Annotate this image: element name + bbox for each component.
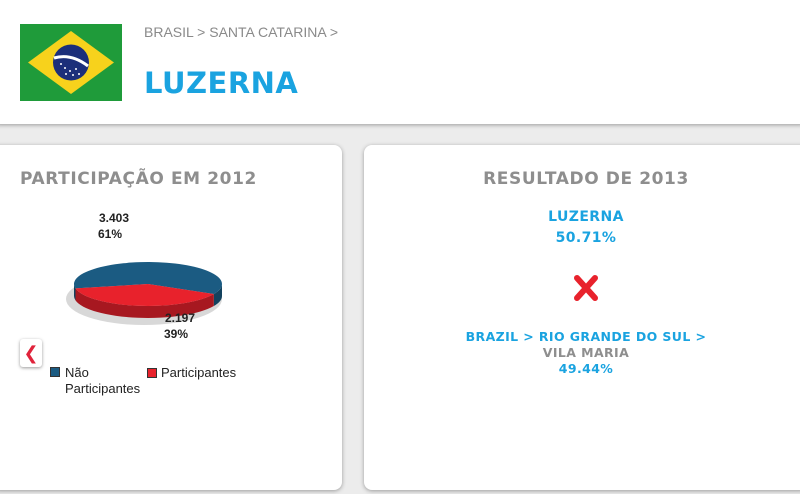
participation-card: PARTICIPAÇÃO EM 2012 3.403 61% 2.197 39% ❮ … [0,145,342,490]
result-title: RESULTADO DE 2013 [483,169,689,189]
team-a-name[interactable]: LUZERNA [548,209,624,225]
pie-side-0 [74,284,76,301]
legend-label: Não Participantes [65,365,141,396]
legend-label: Participantes [161,365,237,380]
pie-side-0 [213,284,223,307]
legend-swatch-nao-participantes [50,367,60,377]
pie-percent-label-0: 61% [98,227,122,241]
team-b-percent: 49.44% [558,361,614,376]
pie-side-1 [75,288,214,318]
pie-chart: 3.403 61% 2.197 39% [66,211,223,341]
pie-slice-0[interactable] [74,262,222,295]
legend-item-nao-participantes: Não Participantes [48,365,141,397]
brazil-flag-icon [20,24,122,101]
participation-chart: 3.403 61% 2.197 39% [20,208,282,410]
page-title: LUZERNA [144,66,299,100]
breadcrumb[interactable]: BRASIL > SANTA CATARINA > [144,24,338,40]
legend-swatch-participantes [147,368,157,378]
pie-value-label-0: 3.403 [99,211,129,225]
result-card: RESULTADO DE 2013 LUZERNA 50.71% BRAZIL … [364,145,800,490]
header-card: BRASIL > SANTA CATARINA > LUZERNA [0,0,800,124]
legend-item-participantes: Participantes [147,365,236,381]
pie-value-label-1: 2.197 [165,311,195,325]
team-b-breadcrumb[interactable]: BRAZIL > RIO GRANDE DO SUL > [465,329,707,344]
chevron-left-icon: ❮ [23,343,39,363]
team-a-percent: 50.71% [555,230,617,246]
participation-title: PARTICIPAÇÃO EM 2012 [20,169,257,189]
pie-percent-label-1: 39% [164,327,188,341]
pie-slice-1[interactable] [75,284,214,306]
x-versus-icon [574,275,598,301]
prev-chart-button[interactable]: ❮ [20,339,42,367]
team-b-name[interactable]: VILA MARIA [542,345,630,360]
